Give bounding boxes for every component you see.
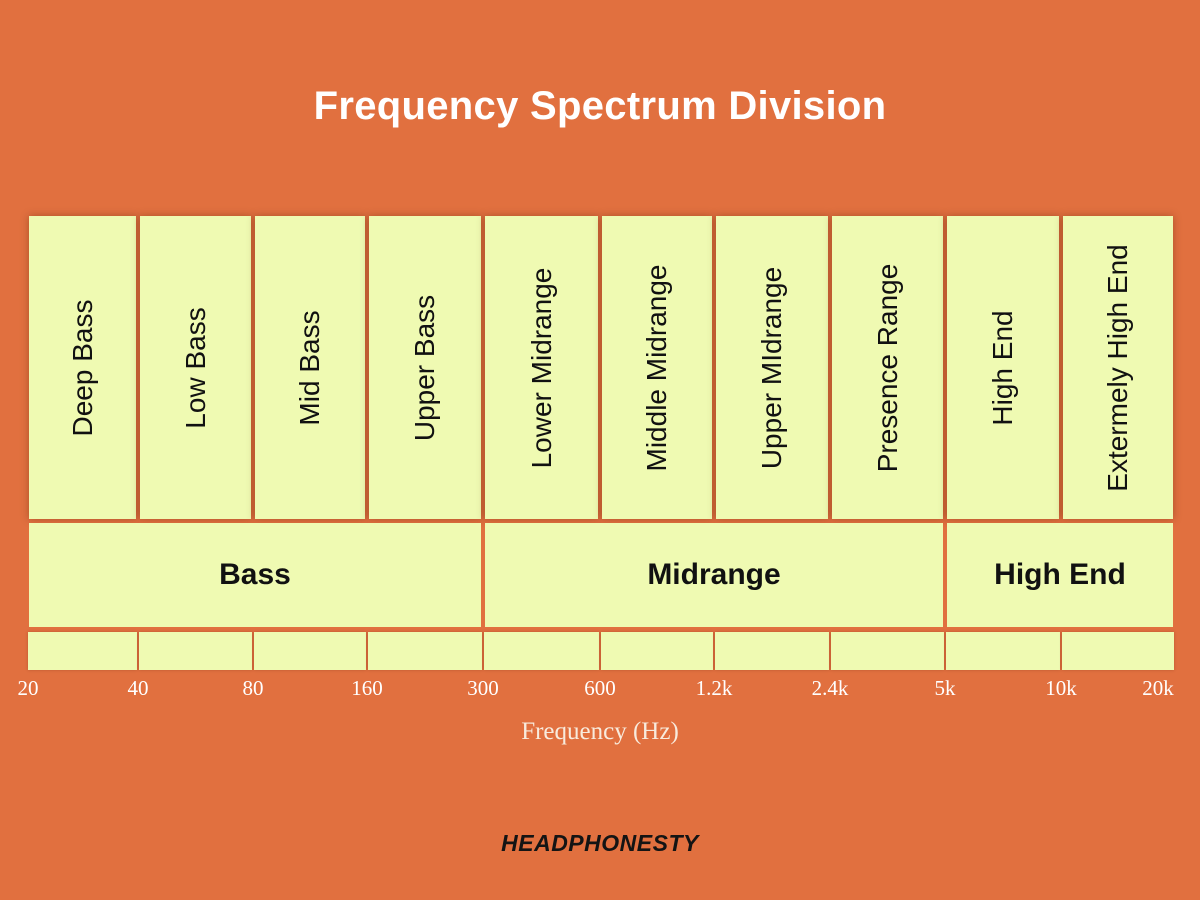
group-label: High End (994, 558, 1126, 591)
brand-logo: HEADPHONESTY (501, 830, 699, 856)
tick-cell (368, 632, 482, 670)
tick-cell (139, 632, 252, 670)
tick-cell (601, 632, 713, 670)
band-column: Low Bass (140, 216, 251, 519)
tick-cell (484, 632, 599, 670)
tick-cell (254, 632, 366, 670)
tick-cell (715, 632, 829, 670)
tick-label: 20k (1142, 676, 1174, 700)
tick-label: 600 (584, 676, 616, 700)
band-column: Mid Bass (255, 216, 365, 519)
band-column: Extermely High End (1063, 216, 1173, 519)
band-column: High End (947, 216, 1059, 519)
band-label: Low Bass (179, 306, 211, 429)
band-label: Upper Bass (409, 294, 440, 441)
band-label: Middle Midrange (641, 264, 672, 471)
tick-label: 2.4k (811, 676, 849, 700)
group-label: Bass (219, 558, 291, 591)
tick-label: 20 (17, 676, 39, 700)
tick-label: 300 (467, 676, 499, 700)
tick-label: 10k (1045, 676, 1077, 700)
band-label: Mid Bass (294, 309, 325, 426)
band-column: Upper Bass (369, 216, 481, 519)
group-bar: Bass (29, 523, 481, 627)
band-column: Middle Midrange (602, 216, 712, 519)
tick-label: 80 (242, 676, 264, 700)
tick-label: 40 (127, 676, 149, 700)
tick-cell (1062, 632, 1174, 670)
tick-label: 5k (934, 676, 956, 700)
band-label: Presence Range (871, 263, 903, 472)
diagram-title: Frequency Spectrum Division (313, 84, 887, 128)
band-label: Deep Bass (66, 299, 98, 436)
tick-cell (946, 632, 1060, 670)
band-column: Presence Range (832, 216, 943, 519)
band-column: Deep Bass (29, 216, 136, 519)
group-label: Midrange (647, 558, 781, 591)
tick-cell (28, 632, 137, 670)
band-label: Extermely High End (1102, 243, 1133, 492)
tick-cell (831, 632, 944, 670)
band-label: Lower Midrange (525, 267, 557, 468)
band-label: High End (987, 309, 1018, 426)
band-label: Upper MIdrange (756, 266, 787, 469)
tick-label: 1.2k (695, 676, 733, 700)
axis-label: Frequency (Hz) (521, 718, 679, 745)
group-bar: Midrange (485, 523, 943, 627)
tick-label: 160 (351, 676, 383, 700)
band-column: Lower Midrange (485, 216, 598, 519)
band-column: Upper MIdrange (716, 216, 828, 519)
group-bar: High End (947, 523, 1173, 627)
